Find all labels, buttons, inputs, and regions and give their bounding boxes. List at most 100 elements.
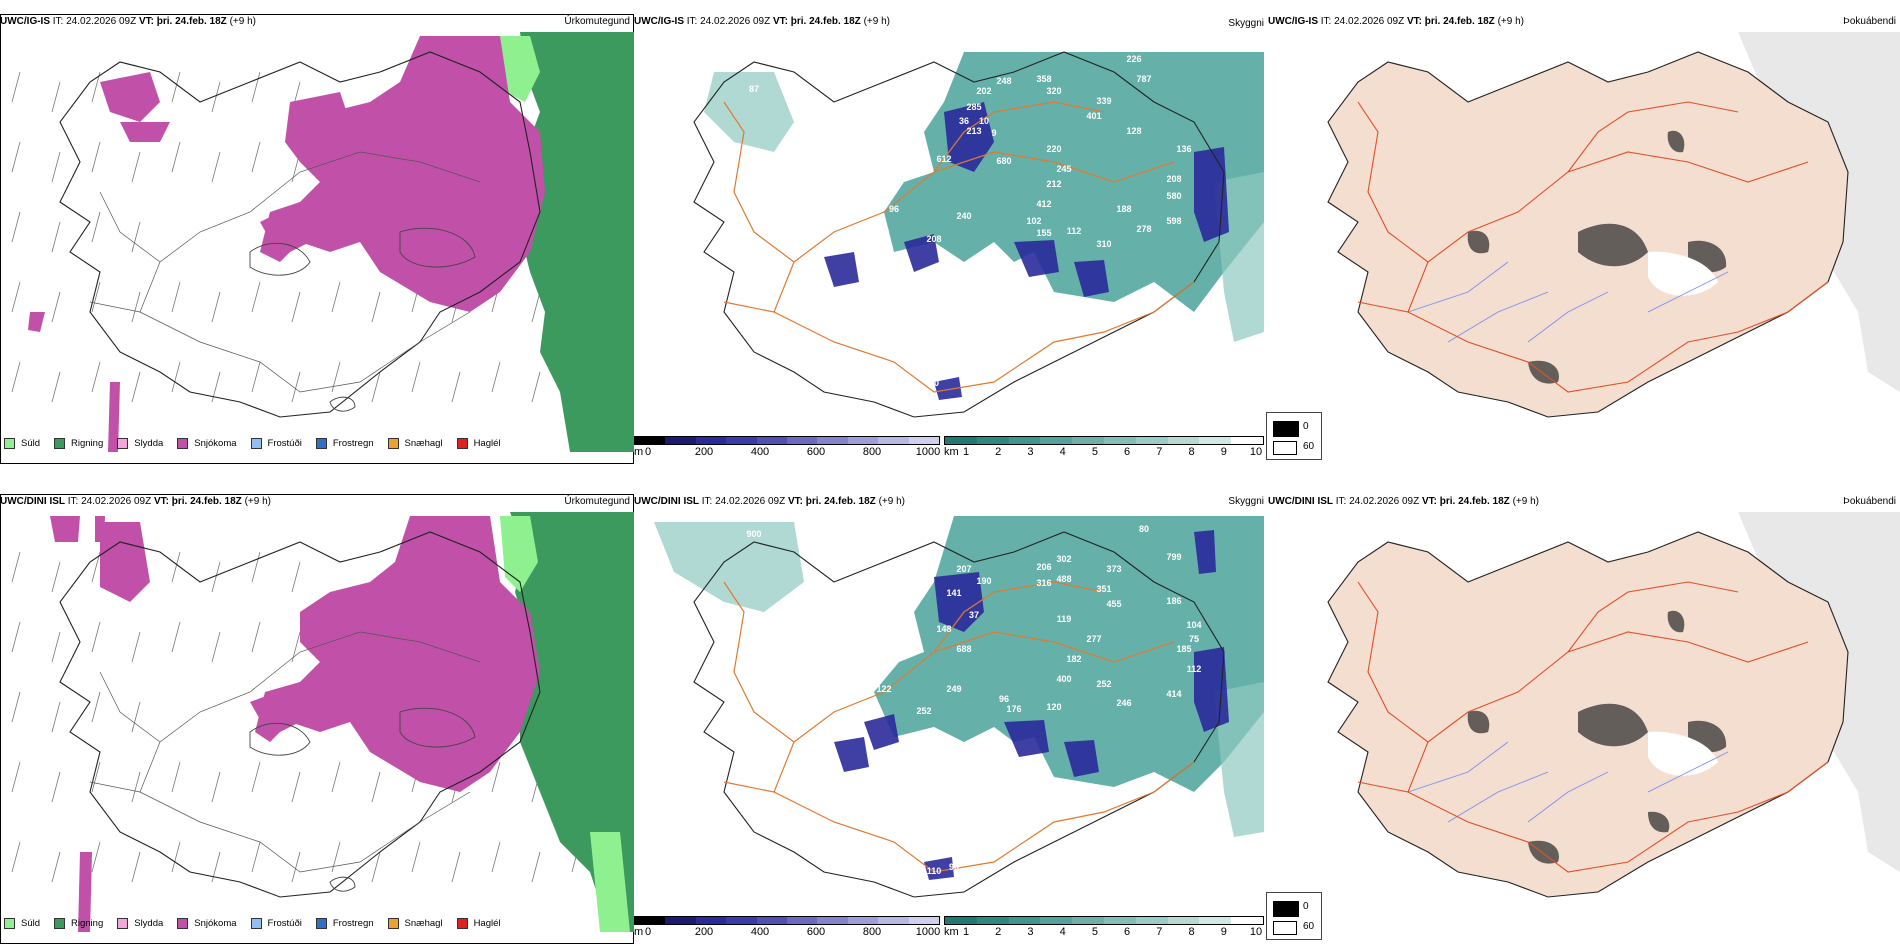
elevation-label: 9 (991, 128, 996, 138)
row2-precip-legend: Súld Rigning Slydda Snjókoma Frostúði Frostre… (4, 918, 515, 929)
legend-label: Haglél (473, 918, 501, 929)
elevation-label: 277 (1086, 634, 1101, 644)
elevation-label: 252 (1096, 679, 1111, 689)
legend-item-rigning: Rigning (54, 438, 103, 449)
elevation-label: 412 (1036, 199, 1051, 209)
lead-time: (+9 h) (229, 16, 256, 27)
valid-time: þri. 24.feb. 18Z (1439, 496, 1510, 507)
init-time: 24.02.2026 09Z (700, 16, 771, 27)
elevation-color-ramp (634, 436, 940, 445)
it-label: IT: (52, 16, 64, 27)
snow-area-north (50, 516, 150, 602)
wind-barbs (11, 71, 581, 403)
elevation-tick: 400 (750, 446, 770, 458)
elevation-label: 186 (1166, 596, 1181, 606)
legend-swatch (54, 918, 66, 929)
vis-low-teal-light (704, 72, 1264, 342)
row1-precip-map (11, 32, 634, 452)
row1-fog-panel: UWC/IG-IS IT: 24.02.2026 09Z VT: þri. 24… (1268, 12, 1900, 464)
elevation-label: 206 (1036, 562, 1051, 572)
visibility-tick: 4 (1059, 926, 1066, 938)
rivers (1407, 261, 1729, 343)
legend-label: Snæhagl (404, 438, 443, 449)
elevation-label: 176 (1006, 704, 1021, 714)
visibility-tick: 6 (1124, 926, 1131, 938)
elevation-label: 36 (959, 116, 969, 126)
legend-item-slydda: Slydda (117, 918, 163, 929)
visibility-tick: 5 (1091, 446, 1098, 458)
elevation-label: 202 (976, 86, 991, 96)
wind-barbs (11, 551, 581, 883)
visibility-tick: 10 (1249, 926, 1263, 938)
fog-swatch-black (1273, 901, 1299, 917)
elevation-label: 208 (1166, 174, 1181, 184)
elevation-tick: 200 (694, 446, 714, 458)
legend-swatch (387, 918, 399, 929)
elevation-tick: 600 (806, 926, 826, 938)
legend-swatch (54, 438, 66, 449)
elevation-label: 136 (1176, 144, 1191, 154)
elevation-label: 246 (1116, 698, 1131, 708)
it-label: IT: (701, 496, 713, 507)
legend-swatch (456, 918, 468, 929)
legend-label: Rigning (71, 918, 104, 929)
elevation-labels: 80 799 302 206 207 190 316 373 488 351 141 455 186 37… (746, 524, 1201, 876)
elevation-label: 302 (1056, 554, 1071, 564)
iceland-coastline (59, 51, 541, 418)
visibility-unit: km (944, 446, 959, 458)
elevation-label: 102 (1026, 216, 1041, 226)
elevation-label: 79 (879, 226, 889, 236)
row2-precip-title: Úrkomutegund (564, 496, 630, 507)
elevation-label: 900 (746, 529, 761, 539)
elevation-label: 373 (1106, 564, 1121, 574)
row1-fog-header: UWC/IG-IS IT: 24.02.2026 09Z VT: þri. 24… (1268, 16, 1524, 27)
visibility-tick: 9 (1220, 446, 1227, 458)
rivers (1407, 741, 1729, 823)
legend-label: Rigning (71, 438, 104, 449)
lead-time: (+9 h) (1497, 16, 1524, 27)
iceland-coastline (59, 531, 541, 898)
legend-swatch (456, 438, 468, 449)
roads (1357, 581, 1829, 873)
row2-elevation-colorbar: m 0 200 400 600 800 1000 (634, 916, 940, 942)
elevation-label: 182 (1066, 654, 1081, 664)
elevation-label: 488 (1056, 574, 1071, 584)
valid-time: þri. 24.feb. 18Z (1424, 16, 1495, 27)
elevation-unit: m (634, 926, 644, 938)
elevation-label: 96 (889, 204, 899, 214)
legend-label: Slydda (134, 918, 164, 929)
elevation-label: 358 (1036, 74, 1051, 84)
vis-low-teal-light (654, 522, 1264, 837)
elevation-tick: 1000 (915, 446, 941, 458)
elevation-label: 207 (956, 564, 971, 574)
elevation-label: 10 (979, 116, 989, 126)
model-name: UWC/DINI ISL (1268, 496, 1333, 507)
elevation-label: 598 (1166, 216, 1181, 226)
row1-fog-map (1327, 32, 1900, 418)
fog-dark-patches (1467, 130, 1727, 384)
init-time: 24.02.2026 09Z (66, 16, 137, 27)
row2-fog-title: Þokuábendi (1843, 496, 1896, 507)
visibility-tick: 3 (1027, 446, 1034, 458)
row2-visibility-title: Skyggni (1228, 496, 1264, 507)
roads (723, 581, 1195, 873)
fog-tick-0: 0 (1303, 901, 1309, 912)
visibility-tick: 7 (1156, 446, 1163, 458)
elevation-label: 580 (1166, 191, 1181, 201)
legend-swatch (250, 438, 262, 449)
glacier-outlines (249, 707, 476, 892)
row2-fog-map (1327, 512, 1900, 898)
legend-item-slydda: Slydda (117, 438, 163, 449)
elevation-label: 799 (1166, 552, 1181, 562)
legend-item-snjókoma: Snjókoma (177, 918, 237, 929)
glacier-outlines (249, 227, 476, 412)
visibility-tick: 9 (1220, 926, 1227, 938)
visibility-tick: 5 (1091, 926, 1098, 938)
elevation-label: 320 (1046, 86, 1061, 96)
fog-white-areas (1648, 251, 1718, 296)
elevation-label: 185 (1176, 644, 1191, 654)
row1-visibility-title: Skyggni (1228, 18, 1264, 29)
elevation-label: 148 (936, 624, 951, 634)
model-name: UWC/IG-IS (634, 16, 684, 27)
